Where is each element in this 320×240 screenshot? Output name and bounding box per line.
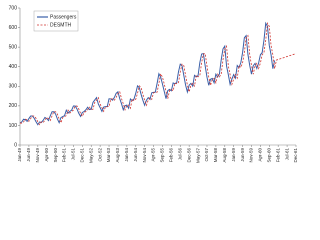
x-tick-label: Mar-58: [213, 148, 218, 163]
x-tick-label: May-52: [88, 148, 93, 164]
series-line: [19, 21, 276, 126]
x-tick-label: Nov-49: [35, 148, 40, 163]
x-tick-label: Oct-52: [97, 148, 102, 162]
x-tick-label: Dec-51: [80, 148, 85, 163]
x-tick-label: Jul-56: [177, 148, 182, 161]
x-tick-label: Jan-49: [17, 148, 22, 162]
x-tick-label: Jan-54: [124, 148, 129, 162]
x-tick-label: Apr-50: [44, 148, 49, 162]
x-tick-label: May-57: [195, 148, 200, 164]
x-tick-label: Jun-59: [240, 148, 245, 162]
y-tick-label: 400: [9, 64, 18, 70]
x-tick-label: Apr-60: [258, 148, 263, 162]
legend-label: DESMTH: [50, 22, 72, 28]
y-tick-label: 700: [9, 5, 18, 11]
x-tick-label: Aug-53: [115, 148, 120, 163]
x-tick-label: Feb-56: [169, 148, 174, 163]
x-tick-label: Feb-51: [62, 148, 67, 163]
y-tick-label: 600: [9, 25, 18, 31]
x-tick-label: Jun-49: [26, 148, 31, 162]
legend-box: [33, 10, 79, 32]
x-tick-label: Oct-57: [204, 148, 209, 162]
x-tick-label: Jul-61: [284, 148, 289, 161]
series-line: [20, 21, 297, 126]
x-tick-label: Jul-51: [71, 148, 76, 161]
x-tick-label: Sep-60: [266, 148, 271, 163]
x-tick-label: Mar-53: [106, 148, 111, 163]
y-tick-label: 300: [9, 84, 18, 90]
chart: 0 100 200 300 400 500 600 700 Jan-49 Jun-49 Nov-49…: [9, 5, 299, 164]
x-tick-label: Aug-58: [222, 148, 227, 163]
x-tick-label: Jun-54: [133, 148, 138, 162]
x-tick-label: Nov-54: [142, 148, 147, 163]
x-tick-label: Apr-55: [151, 148, 156, 162]
legend-label: Passengers: [50, 14, 77, 20]
y-tick-label: 0: [14, 142, 17, 148]
x-tick-label: Sep-55: [160, 148, 165, 163]
y-tick-label: 100: [9, 123, 18, 129]
y-tick-label: 500: [9, 44, 18, 50]
x-tick-label: Sep-50: [53, 148, 58, 163]
x-tick-label: Nov-59: [249, 148, 254, 163]
y-tick-label: 200: [9, 103, 18, 109]
x-tick-label: Jan-59: [231, 148, 236, 162]
x-tick-label: Dec-61: [293, 148, 298, 163]
x-tick-label: Dec-56: [186, 148, 191, 163]
page: 0 100 200 300 400 500 600 700 Jan-49 Jun-49 Nov-49…: [8, 5, 299, 164]
x-tick-label: Feb-61: [275, 148, 280, 163]
